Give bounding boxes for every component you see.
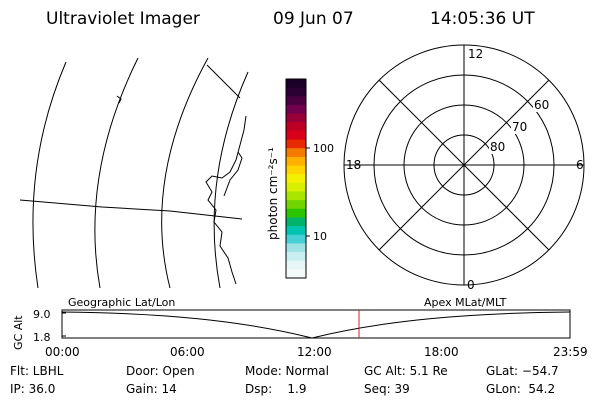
info-gain: Gain: 14 xyxy=(126,382,177,396)
map-longitude-arc-3 xyxy=(161,57,209,289)
colorbar-cell xyxy=(286,113,306,123)
colorbar-cell xyxy=(286,130,306,141)
time-label: 14:05:36 UT xyxy=(430,9,535,29)
timeline-right-label: Apex MLat/MLT xyxy=(424,296,507,309)
timeline-left-label: Geographic Lat/Lon xyxy=(68,296,175,309)
colorbar-cell xyxy=(286,200,306,210)
map-longitude-arc-1 xyxy=(32,61,67,289)
colorbar-cell xyxy=(286,260,306,270)
colorbar-tick-label-100: 100 xyxy=(313,142,334,155)
info-mode: Mode: Normal xyxy=(245,364,329,378)
timeline-x-tick-1: 06:00 xyxy=(170,345,205,359)
colorbar-cell xyxy=(286,269,306,279)
colorbar-unit-label: photon cm⁻²s⁻¹ xyxy=(266,147,280,240)
timeline-x-tick-0: 00:00 xyxy=(45,345,80,359)
map-coastline xyxy=(205,115,247,285)
map-latitude-line xyxy=(19,199,243,220)
colorbar-cell xyxy=(286,79,306,89)
polar-lat-label-60: 60 xyxy=(534,98,549,112)
polar-label-bg-top xyxy=(467,47,483,59)
colorbar-cell xyxy=(286,234,306,244)
colorbar-cell xyxy=(286,148,306,158)
polar-mlt-label-top: 12 xyxy=(468,47,483,61)
colorbar-cell xyxy=(286,165,306,175)
timeline-y-tick-bottom: 1.8 xyxy=(33,331,51,344)
polar-mlt-label-right: 6 xyxy=(576,158,584,172)
polar-label-bg-70 xyxy=(511,120,529,134)
colorbar-cell xyxy=(286,243,306,253)
colorbar-cell xyxy=(286,208,306,219)
timeline-y-tick-top: 9.0 xyxy=(33,308,51,321)
app-title: Ultraviolet Imager xyxy=(46,9,200,29)
map-island xyxy=(116,95,122,104)
colorbar-cell xyxy=(286,122,306,132)
info-filter: Flt: LBHL xyxy=(10,364,64,378)
timeline-altitude-curve xyxy=(61,311,571,339)
colorbar-cell xyxy=(286,226,306,236)
info-seq: Seq: 39 xyxy=(364,382,410,396)
timeline-x-tick-2: 12:00 xyxy=(297,345,332,359)
map-grid-diagonal xyxy=(206,64,241,99)
timeline-x-tick-3: 18:00 xyxy=(424,345,459,359)
colorbar-cell xyxy=(286,87,306,97)
polar-lat-label-80: 80 xyxy=(490,140,505,154)
polar-label-bg-60 xyxy=(533,98,551,112)
timeline-axis-label: GC Alt xyxy=(12,315,25,350)
map-longitude-arc-2 xyxy=(94,57,139,289)
info-gc-alt: GC Alt: 5.1 Re xyxy=(364,364,448,378)
info-ip: IP: 36.0 xyxy=(10,382,56,396)
colorbar-cell xyxy=(286,104,306,115)
colorbar-cell xyxy=(286,156,306,167)
info-glat: GLat: −54.7 xyxy=(486,364,559,378)
polar-label-bg-80 xyxy=(489,140,507,154)
info-dsp: Dsp: 1.9 xyxy=(245,382,307,396)
timeline-frame xyxy=(61,309,571,339)
map-coastline-inner xyxy=(223,151,243,197)
colorbar-cell xyxy=(286,191,306,201)
polar-mlt-label-bottom: 0 xyxy=(467,278,475,292)
info-glon: GLon: 54.2 xyxy=(486,382,556,396)
colorbar-tick-label-10: 10 xyxy=(313,230,327,243)
date-label: 09 Jun 07 xyxy=(273,9,354,29)
timeline-x-tick-4: 23:59 xyxy=(553,345,588,359)
polar-diagonal-2 xyxy=(378,79,550,251)
map-longitude-arc-4 xyxy=(213,71,249,289)
info-door: Door: Open xyxy=(126,364,195,378)
colorbar-frame xyxy=(285,78,307,279)
polar-lat-label-70: 70 xyxy=(512,120,527,134)
colorbar-cell xyxy=(286,174,306,184)
colorbar-cell xyxy=(286,217,306,227)
colorbar-gradient xyxy=(286,79,306,279)
colorbar-cell xyxy=(286,252,306,262)
colorbar-cell xyxy=(286,182,306,193)
colorbar-cell xyxy=(286,139,306,149)
polar-mlt-label-left: 18 xyxy=(346,158,361,172)
colorbar-cell xyxy=(286,96,306,106)
